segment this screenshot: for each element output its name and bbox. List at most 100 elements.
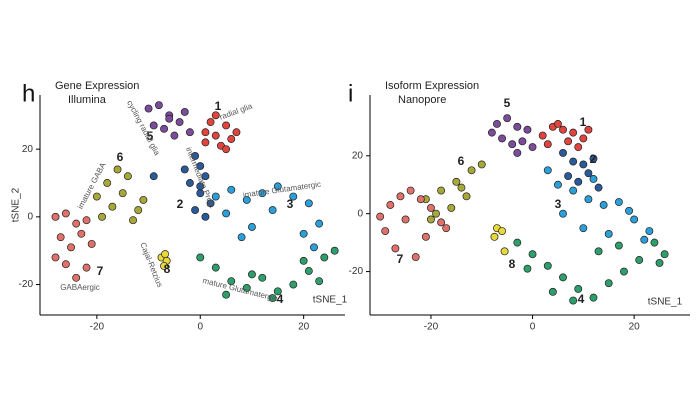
- cell-point: [543, 166, 552, 175]
- cell-point: [467, 166, 476, 175]
- cell-point: [242, 195, 251, 204]
- cell-point: [108, 202, 117, 211]
- cell-point: [211, 263, 220, 272]
- cell-point: [175, 118, 184, 127]
- cell-point: [376, 212, 385, 221]
- cell-point: [442, 224, 451, 233]
- cell-point: [477, 160, 486, 169]
- y-axis-label: tSNE_2: [11, 187, 22, 222]
- cluster-label: 6: [458, 154, 465, 168]
- cell-point: [61, 260, 70, 269]
- cell-point: [579, 134, 588, 143]
- cluster-label: 1: [215, 99, 222, 113]
- cell-point: [396, 192, 405, 201]
- cell-point: [222, 290, 231, 299]
- cell-point: [523, 264, 532, 273]
- cell-point: [61, 209, 70, 218]
- cell-point: [330, 246, 339, 255]
- cluster-label: 3: [555, 197, 562, 211]
- cell-point: [206, 199, 215, 208]
- cell-type-annotation: mature Glutamatergic: [202, 276, 279, 303]
- cell-point: [574, 143, 583, 152]
- cell-point: [569, 157, 578, 166]
- cell-point: [518, 137, 527, 146]
- x-axis-label: tSNE_1: [313, 295, 348, 306]
- cell-point: [185, 179, 194, 187]
- cell-point: [584, 169, 593, 178]
- cell-point: [543, 140, 552, 149]
- panel-subtitle: Illumina: [68, 94, 107, 106]
- cell-point: [498, 227, 507, 236]
- cell-point: [650, 238, 659, 247]
- cell-point: [548, 287, 557, 296]
- cell-point: [538, 131, 547, 140]
- cell-point: [139, 195, 148, 204]
- cell-point: [604, 229, 613, 238]
- cell-point: [500, 247, 509, 256]
- cluster-label: 7: [97, 264, 104, 278]
- cell-point: [427, 215, 435, 224]
- cluster-label: 7: [397, 252, 404, 266]
- cell-point: [227, 135, 236, 143]
- cell-point: [232, 128, 241, 137]
- x-axis-label: tSNE_1: [648, 297, 683, 308]
- cell-type-annotation: radial glia: [218, 101, 254, 121]
- cell-point: [304, 199, 313, 208]
- cell-point: [640, 235, 649, 244]
- x-tick-label: 20: [298, 322, 310, 333]
- cell-point: [222, 145, 231, 154]
- cell-point: [620, 267, 628, 276]
- cell-point: [160, 124, 169, 133]
- cell-point: [123, 172, 132, 181]
- cell-point: [579, 160, 588, 169]
- cell-point: [273, 287, 282, 296]
- x-tick-label: 0: [530, 322, 536, 333]
- cluster-label: 5: [147, 129, 154, 143]
- cell-point: [87, 239, 96, 248]
- cell-point: [289, 280, 298, 289]
- cell-point: [660, 250, 669, 259]
- cell-point: [381, 227, 390, 236]
- cell-point: [273, 182, 282, 191]
- cell-point: [144, 104, 153, 113]
- cell-point: [51, 253, 60, 262]
- cell-point: [528, 250, 537, 259]
- cell-point: [98, 212, 106, 221]
- cell-point: [437, 218, 446, 227]
- cluster-label: 1: [580, 115, 587, 129]
- cell-point: [630, 215, 639, 224]
- cell-point: [559, 125, 567, 134]
- cell-point: [196, 253, 205, 262]
- cell-point: [406, 186, 415, 195]
- cell-point: [569, 296, 578, 305]
- cell-point: [401, 215, 410, 224]
- cell-point: [579, 224, 588, 233]
- cell-point: [129, 216, 138, 225]
- cell-point: [564, 172, 573, 181]
- panel-title: Gene Expression: [55, 80, 139, 92]
- cell-point: [227, 277, 236, 286]
- cell-point: [247, 223, 256, 231]
- cell-point: [569, 186, 578, 195]
- cluster-label: 6: [117, 150, 124, 164]
- cell-point: [635, 256, 644, 264]
- cell-point: [310, 243, 318, 252]
- cell-point: [320, 253, 329, 262]
- cell-point: [56, 233, 65, 242]
- cell-point: [386, 201, 395, 209]
- y-tick-label: -20: [19, 279, 34, 290]
- cluster-label: 4: [277, 292, 284, 306]
- cell-point: [589, 293, 598, 302]
- cell-point: [614, 241, 623, 250]
- x-tick-label: 0: [197, 322, 203, 333]
- cell-point: [528, 143, 537, 152]
- cell-point: [185, 128, 194, 137]
- cell-point: [614, 198, 623, 207]
- cell-point: [201, 128, 210, 137]
- cell-point: [211, 111, 220, 120]
- cell-point: [72, 219, 81, 228]
- y-tick-label: 0: [27, 211, 33, 222]
- cell-point: [191, 151, 200, 160]
- cell-point: [513, 238, 522, 247]
- cell-point: [452, 177, 461, 186]
